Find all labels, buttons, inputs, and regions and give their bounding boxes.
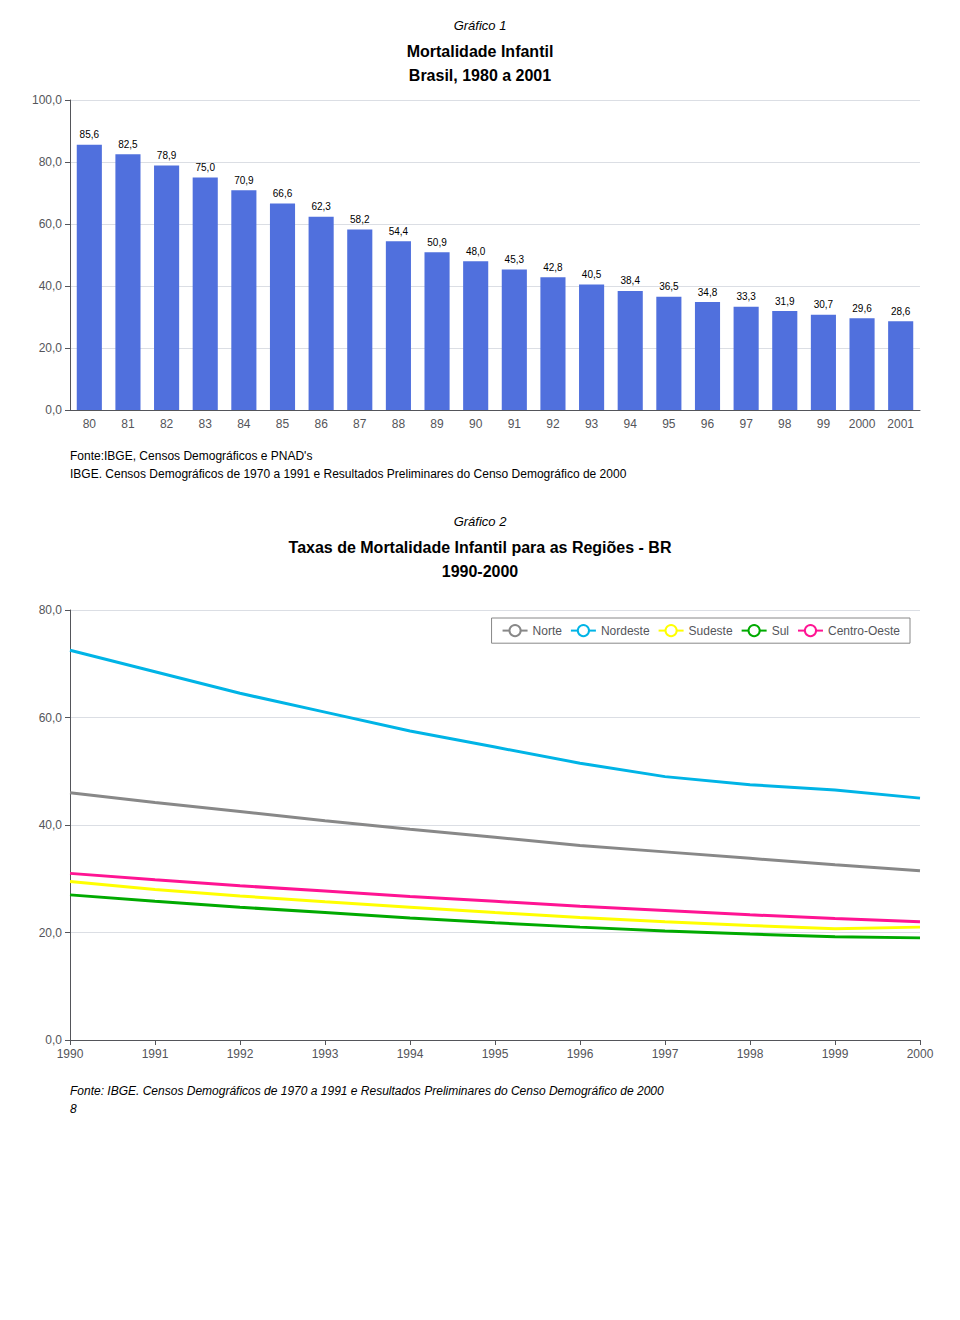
svg-text:96: 96 xyxy=(701,417,715,431)
svg-text:95: 95 xyxy=(662,417,676,431)
svg-text:36,5: 36,5 xyxy=(659,281,679,292)
svg-text:0,0: 0,0 xyxy=(45,403,62,417)
svg-text:60,0: 60,0 xyxy=(39,711,63,725)
svg-text:75,0: 75,0 xyxy=(195,162,215,173)
svg-text:0,0: 0,0 xyxy=(45,1033,62,1047)
svg-text:54,4: 54,4 xyxy=(389,226,409,237)
svg-text:1993: 1993 xyxy=(312,1047,339,1061)
svg-text:62,3: 62,3 xyxy=(311,201,331,212)
svg-text:Taxas de Mortalidade Infantil: Taxas de Mortalidade Infantil para as Re… xyxy=(289,539,672,556)
svg-text:Fonte:IBGE, Censos Demográfico: Fonte:IBGE, Censos Demográficos e PNAD's xyxy=(70,449,312,463)
svg-text:93: 93 xyxy=(585,417,599,431)
svg-text:31,9: 31,9 xyxy=(775,296,795,307)
svg-text:50,9: 50,9 xyxy=(427,237,447,248)
svg-text:Brasil, 1980 a 2001: Brasil, 1980 a 2001 xyxy=(409,67,551,84)
svg-text:29,6: 29,6 xyxy=(852,303,872,314)
svg-text:78,9: 78,9 xyxy=(157,150,177,161)
svg-text:82: 82 xyxy=(160,417,174,431)
svg-text:58,2: 58,2 xyxy=(350,214,370,225)
svg-text:Fonte: IBGE. Censos Demográfic: Fonte: IBGE. Censos Demográficos de 1970… xyxy=(70,1084,664,1098)
svg-text:89: 89 xyxy=(430,417,444,431)
svg-text:1996: 1996 xyxy=(567,1047,594,1061)
svg-text:45,3: 45,3 xyxy=(505,254,525,265)
svg-text:Centro-Oeste: Centro-Oeste xyxy=(828,624,900,638)
svg-text:Mortalidade Infantil: Mortalidade Infantil xyxy=(407,43,554,60)
svg-text:40,0: 40,0 xyxy=(39,818,63,832)
svg-text:84: 84 xyxy=(237,417,251,431)
svg-text:IBGE. Censos Demográficos de 1: IBGE. Censos Demográficos de 1970 a 1991… xyxy=(70,467,627,481)
svg-text:28,6: 28,6 xyxy=(891,306,911,317)
svg-text:48,0: 48,0 xyxy=(466,246,486,257)
svg-text:70,9: 70,9 xyxy=(234,175,254,186)
svg-text:2000: 2000 xyxy=(907,1047,934,1061)
svg-text:2001: 2001 xyxy=(887,417,914,431)
svg-text:Sudeste: Sudeste xyxy=(689,624,733,638)
svg-text:80,0: 80,0 xyxy=(39,155,63,169)
svg-text:20,0: 20,0 xyxy=(39,341,63,355)
svg-text:1991: 1991 xyxy=(142,1047,169,1061)
svg-text:1992: 1992 xyxy=(227,1047,254,1061)
svg-text:40,0: 40,0 xyxy=(39,279,63,293)
svg-text:83: 83 xyxy=(199,417,213,431)
svg-text:8: 8 xyxy=(70,1102,77,1116)
svg-text:1997: 1997 xyxy=(652,1047,679,1061)
svg-text:34,8: 34,8 xyxy=(698,287,718,298)
svg-text:Nordeste: Nordeste xyxy=(601,624,650,638)
svg-text:85,6: 85,6 xyxy=(80,129,100,140)
svg-text:90: 90 xyxy=(469,417,483,431)
svg-text:40,5: 40,5 xyxy=(582,269,602,280)
svg-text:1990: 1990 xyxy=(57,1047,84,1061)
svg-text:1990-2000: 1990-2000 xyxy=(442,563,519,580)
svg-text:82,5: 82,5 xyxy=(118,139,138,150)
svg-text:99: 99 xyxy=(817,417,831,431)
svg-text:100,0: 100,0 xyxy=(32,93,62,107)
svg-text:87: 87 xyxy=(353,417,367,431)
svg-text:Gráfico 2: Gráfico 2 xyxy=(454,514,508,529)
svg-text:91: 91 xyxy=(508,417,522,431)
svg-text:Norte: Norte xyxy=(533,624,563,638)
svg-text:98: 98 xyxy=(778,417,792,431)
svg-text:1999: 1999 xyxy=(822,1047,849,1061)
svg-text:38,4: 38,4 xyxy=(620,275,640,286)
svg-text:80,0: 80,0 xyxy=(39,603,63,617)
svg-text:1995: 1995 xyxy=(482,1047,509,1061)
svg-text:20,0: 20,0 xyxy=(39,926,63,940)
svg-text:60,0: 60,0 xyxy=(39,217,63,231)
svg-text:Sul: Sul xyxy=(772,624,789,638)
svg-text:30,7: 30,7 xyxy=(814,299,834,310)
svg-text:94: 94 xyxy=(624,417,638,431)
svg-text:88: 88 xyxy=(392,417,406,431)
svg-text:1998: 1998 xyxy=(737,1047,764,1061)
svg-text:2000: 2000 xyxy=(849,417,876,431)
svg-text:85: 85 xyxy=(276,417,290,431)
svg-text:92: 92 xyxy=(546,417,560,431)
svg-text:42,8: 42,8 xyxy=(543,262,563,273)
svg-text:66,6: 66,6 xyxy=(273,188,293,199)
svg-text:33,3: 33,3 xyxy=(736,291,756,302)
svg-text:1994: 1994 xyxy=(397,1047,424,1061)
svg-text:Gráfico 1: Gráfico 1 xyxy=(454,18,507,33)
svg-text:86: 86 xyxy=(314,417,328,431)
svg-text:81: 81 xyxy=(121,417,135,431)
svg-text:80: 80 xyxy=(83,417,97,431)
svg-text:97: 97 xyxy=(739,417,753,431)
